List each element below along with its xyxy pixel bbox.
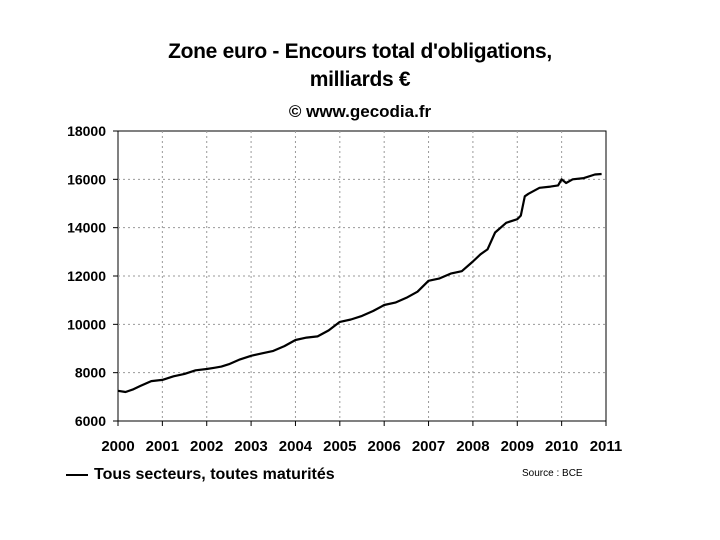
y-tick-label: 18000 [67, 123, 106, 139]
chart-credit: © www.gecodia.fr [288, 102, 432, 121]
y-tick-label: 12000 [67, 268, 106, 284]
x-tick-label: 2008 [456, 438, 489, 455]
legend-swatch [66, 474, 88, 476]
x-tick-label: 2011 [590, 438, 623, 455]
x-tick-label: 2005 [323, 438, 356, 455]
y-tick-label: 14000 [67, 220, 106, 236]
chart-title: Zone euro - Encours total d'obligations,… [130, 38, 590, 94]
y-tick-label: 8000 [75, 365, 106, 381]
x-tick-label: 2000 [101, 438, 134, 455]
x-tick-label: 2009 [501, 438, 534, 455]
x-tick-label: 2001 [146, 438, 179, 455]
source-note: Source : BCE [522, 468, 583, 479]
chart-title-line-1: Zone euro - Encours total d'obligations, [168, 40, 552, 63]
legend-label: Tous secteurs, toutes maturités [94, 466, 335, 483]
y-tick-label: 16000 [67, 171, 106, 187]
chart-title-line-2: milliards € [309, 68, 411, 91]
legend: Tous secteurs, toutes maturités [66, 466, 335, 484]
x-tick-label: 2004 [279, 438, 313, 455]
x-tick-label: 2007 [412, 438, 445, 455]
x-tick-label: 2010 [545, 438, 578, 455]
x-tick-label: 2002 [190, 438, 223, 455]
series-line [117, 172, 602, 394]
y-tick-label: 10000 [67, 316, 106, 332]
x-tick-label: 2006 [367, 438, 400, 455]
plot-frame [117, 130, 607, 422]
x-tick-label: 2003 [234, 438, 267, 455]
y-tick-label: 6000 [75, 413, 106, 429]
